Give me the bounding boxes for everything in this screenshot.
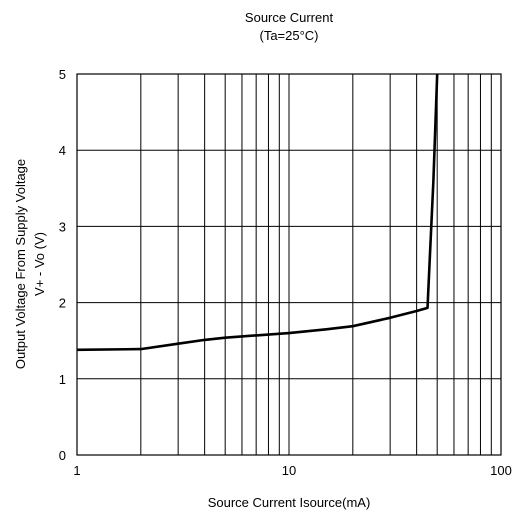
chart-subtitle: (Ta=25°C)	[259, 28, 318, 43]
x-tick-labels: 1 10 100	[73, 463, 511, 478]
y-axis-label-line2: V+ - Vo (V)	[32, 232, 47, 296]
chart-title: Source Current	[245, 10, 334, 25]
series-line	[76, 73, 439, 352]
plot-frame	[76, 73, 502, 456]
x-axis-label: Source Current Isource(mA)	[208, 495, 371, 510]
y-tick-label: 2	[59, 296, 66, 311]
y-axis-label-line1: Output Voltage From Supply Voltage	[13, 159, 28, 369]
y-tick-label: 4	[59, 143, 66, 158]
y-tick-label: 3	[59, 219, 66, 234]
x-tick-label: 10	[282, 463, 296, 478]
y-tick-label: 1	[59, 372, 66, 387]
y-tick-labels: 0 1 2 3 4 5	[59, 67, 66, 463]
x-tick-label: 100	[490, 463, 512, 478]
x-tick-label: 1	[73, 463, 80, 478]
y-tick-label: 5	[59, 67, 66, 82]
grid	[77, 74, 501, 455]
y-tick-label: 0	[59, 448, 66, 463]
